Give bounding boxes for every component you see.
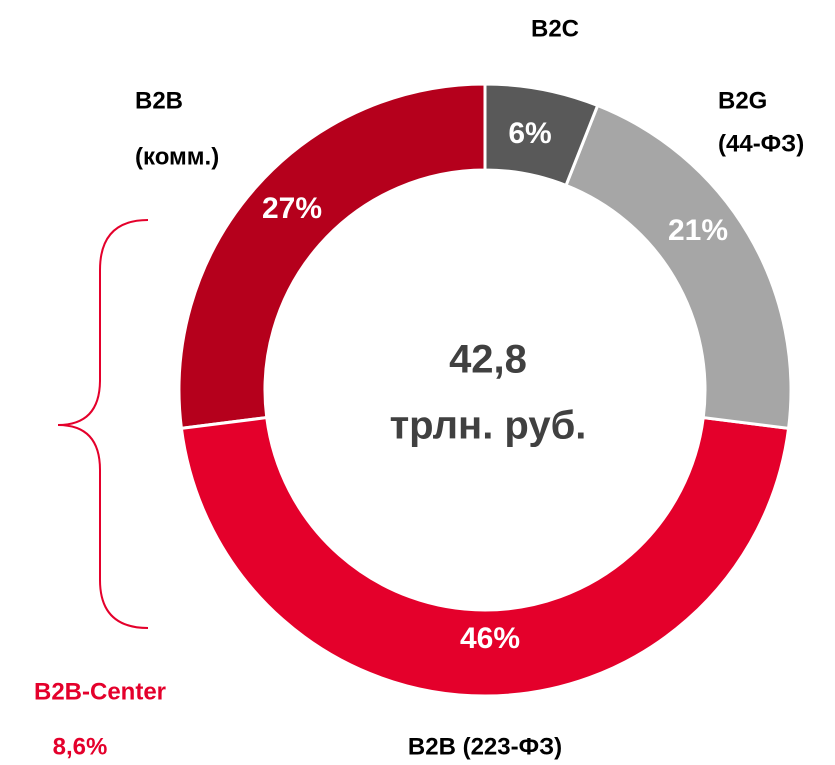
center-text: трлн. руб. xyxy=(390,404,587,448)
center-text: 42,8 xyxy=(449,338,527,382)
donut-segment xyxy=(564,103,793,431)
category-label: B2C xyxy=(531,15,579,42)
category-label: B2B xyxy=(135,87,183,114)
annotation: B2B-Center xyxy=(34,678,166,705)
category-label: (44-ФЗ) xyxy=(718,130,804,157)
value-label: 27% xyxy=(262,192,322,225)
donut-segment xyxy=(483,82,600,188)
value-label: 6% xyxy=(508,117,551,150)
category-label: B2G xyxy=(718,87,767,114)
brace xyxy=(57,219,149,629)
donut-segment xyxy=(179,415,791,698)
donut-segment xyxy=(177,82,487,431)
value-label: 46% xyxy=(460,622,520,655)
category-label: (комм.) xyxy=(135,143,219,170)
value-label: 21% xyxy=(668,214,728,247)
category-label: B2B (223-ФЗ) xyxy=(408,733,562,760)
annotation: 8,6% xyxy=(53,733,108,760)
